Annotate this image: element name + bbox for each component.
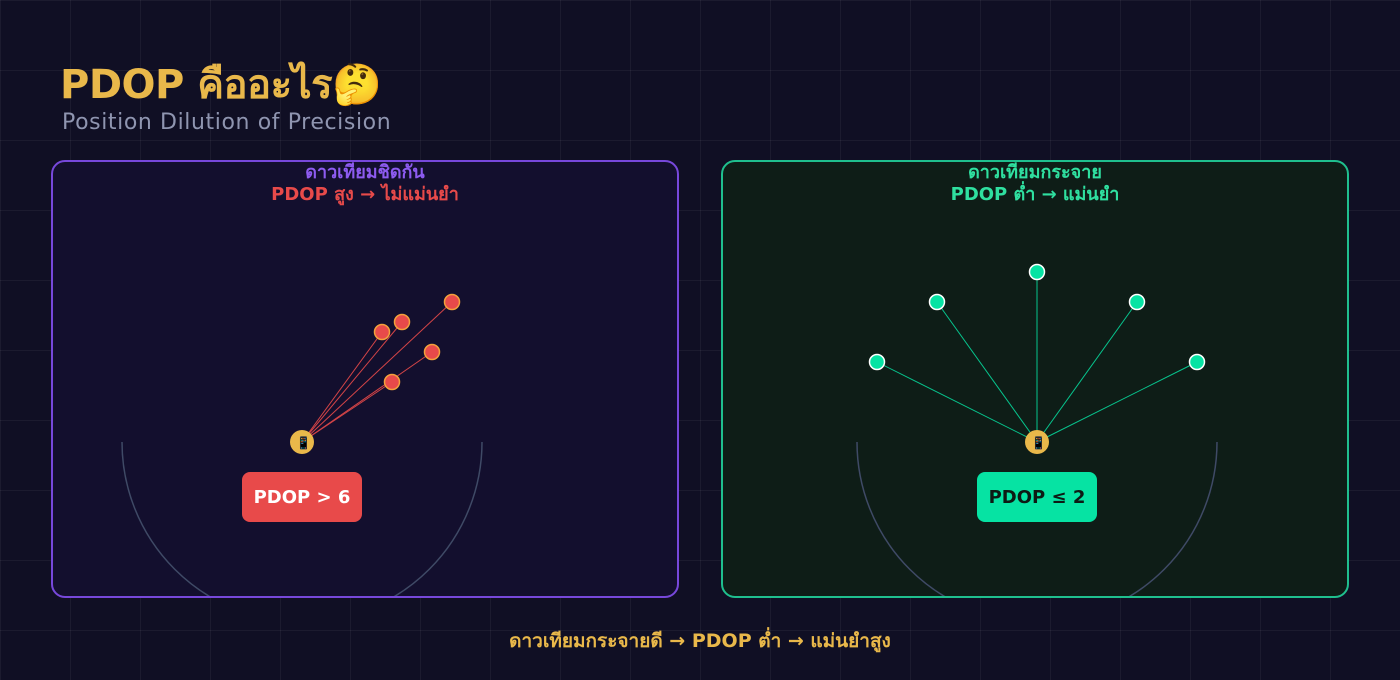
summary-caption: ดาวเทียมกระจายดี → PDOP ต่ำ → แม่นยำสูง bbox=[509, 630, 891, 652]
phone-icon: 📱 bbox=[296, 436, 311, 450]
sight-line bbox=[1036, 301, 1138, 443]
receiver-icon bbox=[290, 430, 314, 454]
satellite-icon bbox=[928, 293, 946, 311]
sight-lines bbox=[876, 272, 1198, 443]
sight-line bbox=[301, 321, 403, 443]
receiver-icon bbox=[1025, 430, 1049, 454]
sight-line bbox=[301, 381, 393, 443]
sight-line bbox=[936, 301, 1038, 443]
panel-heading: ดาวเทียมชิดกัน PDOP สูง → ไม่แม่นยำ bbox=[53, 162, 677, 206]
satellite-icon bbox=[868, 353, 886, 371]
horizon-arc bbox=[121, 441, 483, 596]
satellite-icon bbox=[1028, 263, 1046, 281]
sight-line bbox=[301, 301, 453, 443]
panel-clustered-satellites: 📱 ดาวเทียมชิดกัน PDOP สูง → ไม่แม่นยำ PD… bbox=[51, 160, 679, 598]
satellite-icon bbox=[393, 313, 411, 331]
panel-heading: ดาวเทียมกระจาย PDOP ต่ำ → แม่นยำ bbox=[723, 162, 1347, 206]
panel-subtitle: PDOP สูง → ไม่แม่นยำ bbox=[271, 184, 459, 205]
satellite-icon bbox=[1188, 353, 1206, 371]
panel-title: ดาวเทียมชิดกัน bbox=[305, 162, 425, 183]
satellite-icon bbox=[383, 373, 401, 391]
satellite-icon bbox=[443, 293, 461, 311]
sight-line bbox=[876, 361, 1038, 443]
satellite-icon bbox=[1128, 293, 1146, 311]
horizon-arc bbox=[856, 441, 1218, 596]
clustered-satellite-diagram: 📱 bbox=[121, 293, 483, 596]
phone-icon: 📱 bbox=[1031, 436, 1046, 450]
satellite-icon bbox=[423, 343, 441, 361]
sight-line bbox=[1036, 361, 1198, 443]
sight-lines bbox=[301, 301, 453, 443]
page-subtitle: Position Dilution of Precision bbox=[62, 110, 392, 135]
page-title: PDOP คืออะไร🤔 bbox=[60, 62, 382, 108]
panel-spread-satellites: 📱 ดาวเทียมกระจาย PDOP ต่ำ → แม่นยำ PDOP … bbox=[721, 160, 1349, 598]
pdop-badge-high: PDOP > 6 bbox=[242, 472, 362, 522]
satellite-icon bbox=[373, 323, 391, 341]
panel-subtitle: PDOP ต่ำ → แม่นยำ bbox=[950, 184, 1120, 205]
sight-line bbox=[301, 331, 383, 443]
panel-title: ดาวเทียมกระจาย bbox=[968, 162, 1102, 183]
spread-satellite-diagram: 📱 bbox=[856, 263, 1218, 596]
pdop-badge-low: PDOP ≤ 2 bbox=[977, 472, 1097, 522]
